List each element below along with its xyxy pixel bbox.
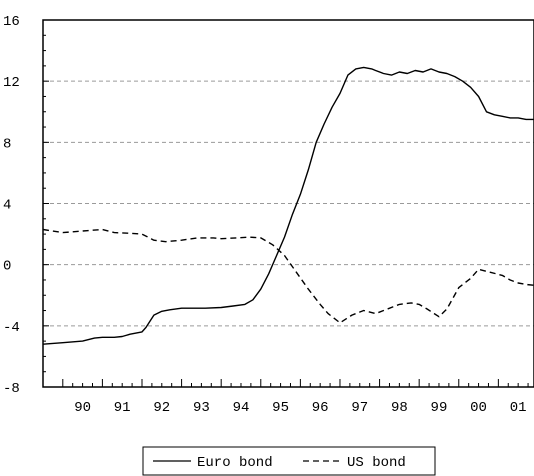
x-tick-label: 93 — [193, 400, 210, 416]
x-tick-label: 97 — [351, 400, 368, 416]
x-tick-label: 92 — [153, 400, 170, 416]
x-tick-label: 95 — [272, 400, 289, 416]
y-tick-label: -4 — [3, 320, 20, 336]
legend-label-us-bond: US bond — [347, 455, 406, 471]
y-tick-label: -8 — [3, 381, 20, 397]
legend-box — [142, 446, 436, 476]
series-line-euro-bond — [42, 66, 534, 345]
x-axis-ticks: 90 91 92 93 94 95 96 97 98 99 00 01 — [62, 379, 529, 416]
x-tick-label: 90 — [74, 400, 91, 416]
y-tick-label: 12 — [3, 75, 20, 91]
gridlines — [43, 80, 534, 327]
legend-label-euro-bond: Euro bond — [197, 455, 273, 471]
x-tick-label: 94 — [233, 400, 250, 416]
x-tick-label: 01 — [510, 400, 527, 416]
x-tick-label: 00 — [470, 400, 487, 416]
x-tick-label: 91 — [114, 400, 131, 416]
series-lines — [42, 66, 534, 345]
y-tick-label: 0 — [3, 259, 11, 275]
x-tick-label: 99 — [431, 400, 448, 416]
y-tick-label: 4 — [3, 198, 11, 214]
series-line-us-bond — [42, 228, 534, 324]
y-tick-label: 16 — [3, 14, 20, 30]
x-tick-label: 98 — [391, 400, 408, 416]
x-tick-label: 96 — [312, 400, 329, 416]
y-tick-label: 8 — [3, 136, 11, 152]
legend: Euro bond US bond — [142, 446, 436, 476]
y-axis-ticks: -8 -4 0 4 8 12 16 — [3, 14, 49, 397]
